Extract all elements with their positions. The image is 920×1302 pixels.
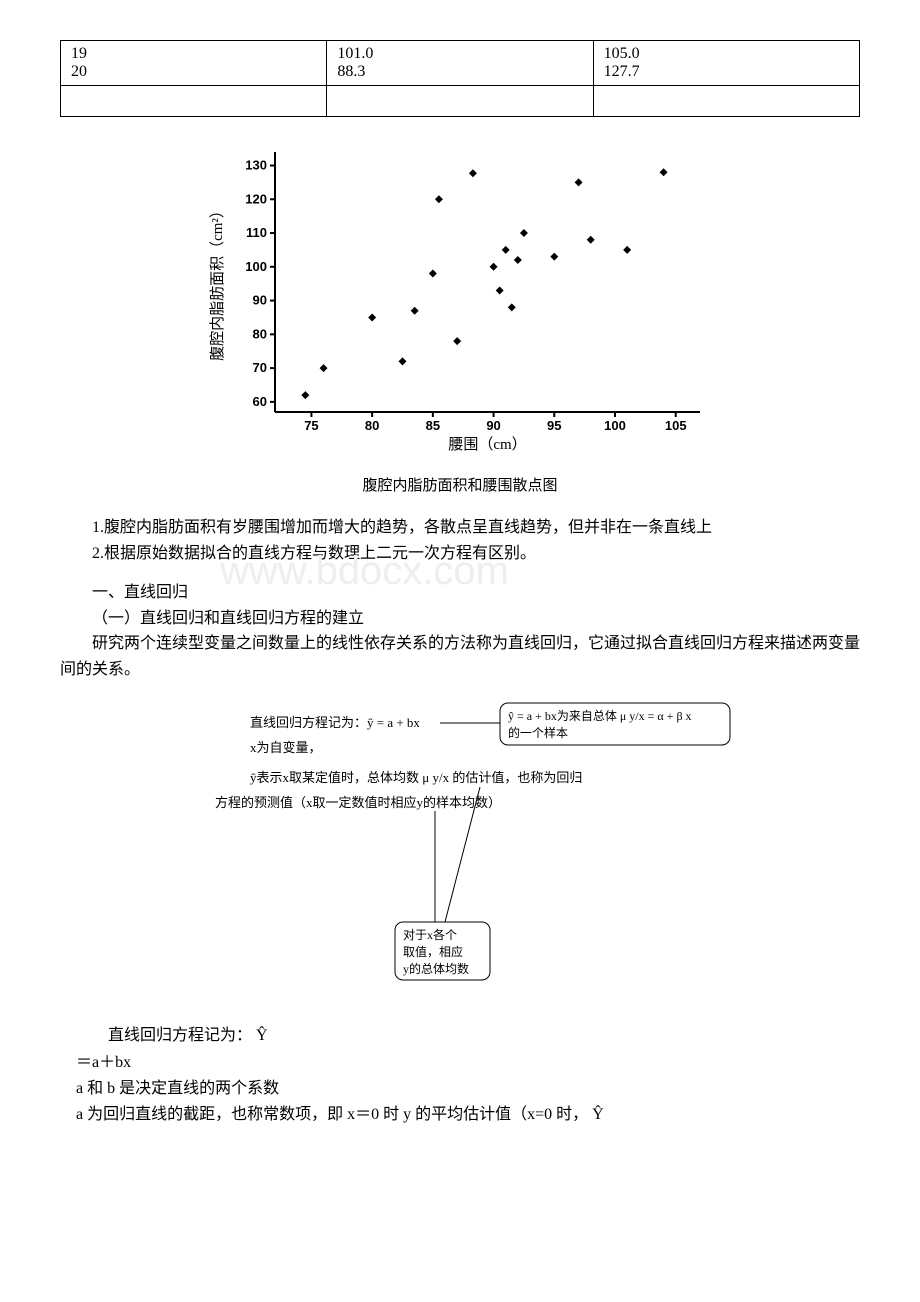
observation-2: 2.根据原始数据拟合的直线方程与数理上二元一次方程有区别。 [60, 541, 860, 567]
svg-text:x为自变量，: x为自变量， [250, 740, 322, 755]
scatter-svg: 75 80 85 90 95 100 105 60 70 80 90 100 110 120 130 腰围（c… [200, 137, 720, 467]
svg-text:60: 60 [253, 394, 267, 409]
cell: 101.0 [337, 45, 373, 62]
ab-desc: a 和 b 是决定直线的两个系数 [60, 1076, 860, 1102]
data-table: 1920 101.088.3 105.0127.7 [60, 40, 860, 117]
svg-text:100: 100 [245, 259, 267, 274]
svg-text:80: 80 [365, 418, 379, 433]
svg-text:直线回归方程记为：ŷ = a + bx: 直线回归方程记为：ŷ = a + bx [250, 715, 420, 730]
table-row [61, 86, 860, 117]
svg-text:70: 70 [253, 360, 267, 375]
svg-text:方程的预测值（x取一定数值时相应y的样本均数）: 方程的预测值（x取一定数值时相应y的样本均数） [215, 795, 501, 810]
svg-text:ŷ = a + bx为来自总体 μ y/x = α + β: ŷ = a + bx为来自总体 μ y/x = α + β x [508, 709, 692, 723]
cell: 20 [71, 63, 87, 80]
section-heading: 一、直线回归 [60, 580, 860, 606]
svg-text:90: 90 [253, 293, 267, 308]
svg-text:120: 120 [245, 191, 267, 206]
svg-text:130: 130 [245, 158, 267, 173]
diagram-svg: 直线回归方程记为：ŷ = a + bx ŷ = a + bx为来自总体 μ y/x… [180, 697, 740, 1007]
svg-text:85: 85 [426, 418, 440, 433]
table-row: 1920 101.088.3 105.0127.7 [61, 41, 860, 86]
cell: 88.3 [337, 63, 365, 80]
a-desc: a 为回归直线的截距，也称常数项，即 x＝0 时 y 的平均估计值（x=0 时，… [60, 1102, 860, 1128]
svg-text:ŷ表示x取某定值时，总体均数 μ y/x 的估计值，也称为回: ŷ表示x取某定值时，总体均数 μ y/x 的估计值，也称为回归 [250, 770, 582, 785]
svg-text:110: 110 [246, 225, 267, 240]
cell: 127.7 [604, 63, 640, 80]
svg-text:105: 105 [665, 418, 687, 433]
cell: 19 [71, 45, 87, 62]
y-hat-symbol: Ŷ [256, 1027, 268, 1044]
section-body: 研究两个连续型变量之间数量上的线性依存关系的方法称为直线回归，它通过拟合直线回归… [60, 631, 860, 682]
svg-text:的一个样本: 的一个样本 [508, 725, 568, 740]
svg-text:80: 80 [253, 326, 267, 341]
svg-text:取值，相应: 取值，相应 [403, 944, 463, 959]
svg-text:腹腔内脂肪面积（cm²）: 腹腔内脂肪面积（cm²） [209, 203, 226, 361]
equation-cont: ＝a＋bx [60, 1050, 860, 1076]
cell: 105.0 [604, 45, 640, 62]
regression-diagram: 直线回归方程记为：ŷ = a + bx ŷ = a + bx为来自总体 μ y/x… [60, 697, 860, 1012]
subsection-heading: （一）直线回归和直线回归方程的建立 [60, 606, 860, 632]
equation-label: 直线回归方程记为： Ŷ [60, 1022, 860, 1051]
svg-text:75: 75 [304, 418, 318, 433]
eq-label-text: 直线回归方程记为： [108, 1027, 252, 1044]
a-desc-text: a 为回归直线的截距，也称常数项，即 x＝0 时 y 的平均估计值（x=0 时， [76, 1106, 588, 1123]
observation-1: 1.腹腔内脂肪面积有岁腰围增加而增大的趋势，各散点呈直线趋势，但并非在一条直线上 [60, 515, 860, 541]
svg-text:对于x各个: 对于x各个 [403, 927, 457, 942]
svg-text:95: 95 [547, 418, 561, 433]
scatter-chart: 75 80 85 90 95 100 105 60 70 80 90 100 110 120 130 腰围（c… [60, 137, 860, 495]
svg-text:90: 90 [486, 418, 500, 433]
svg-text:腰围（cm）: 腰围（cm） [448, 436, 526, 453]
y-hat-symbol: Ŷ [592, 1106, 604, 1123]
svg-text:100: 100 [604, 418, 626, 433]
svg-text:y的总体均数: y的总体均数 [403, 961, 469, 976]
chart-caption: 腹腔内脂肪面积和腰围散点图 [60, 474, 860, 495]
